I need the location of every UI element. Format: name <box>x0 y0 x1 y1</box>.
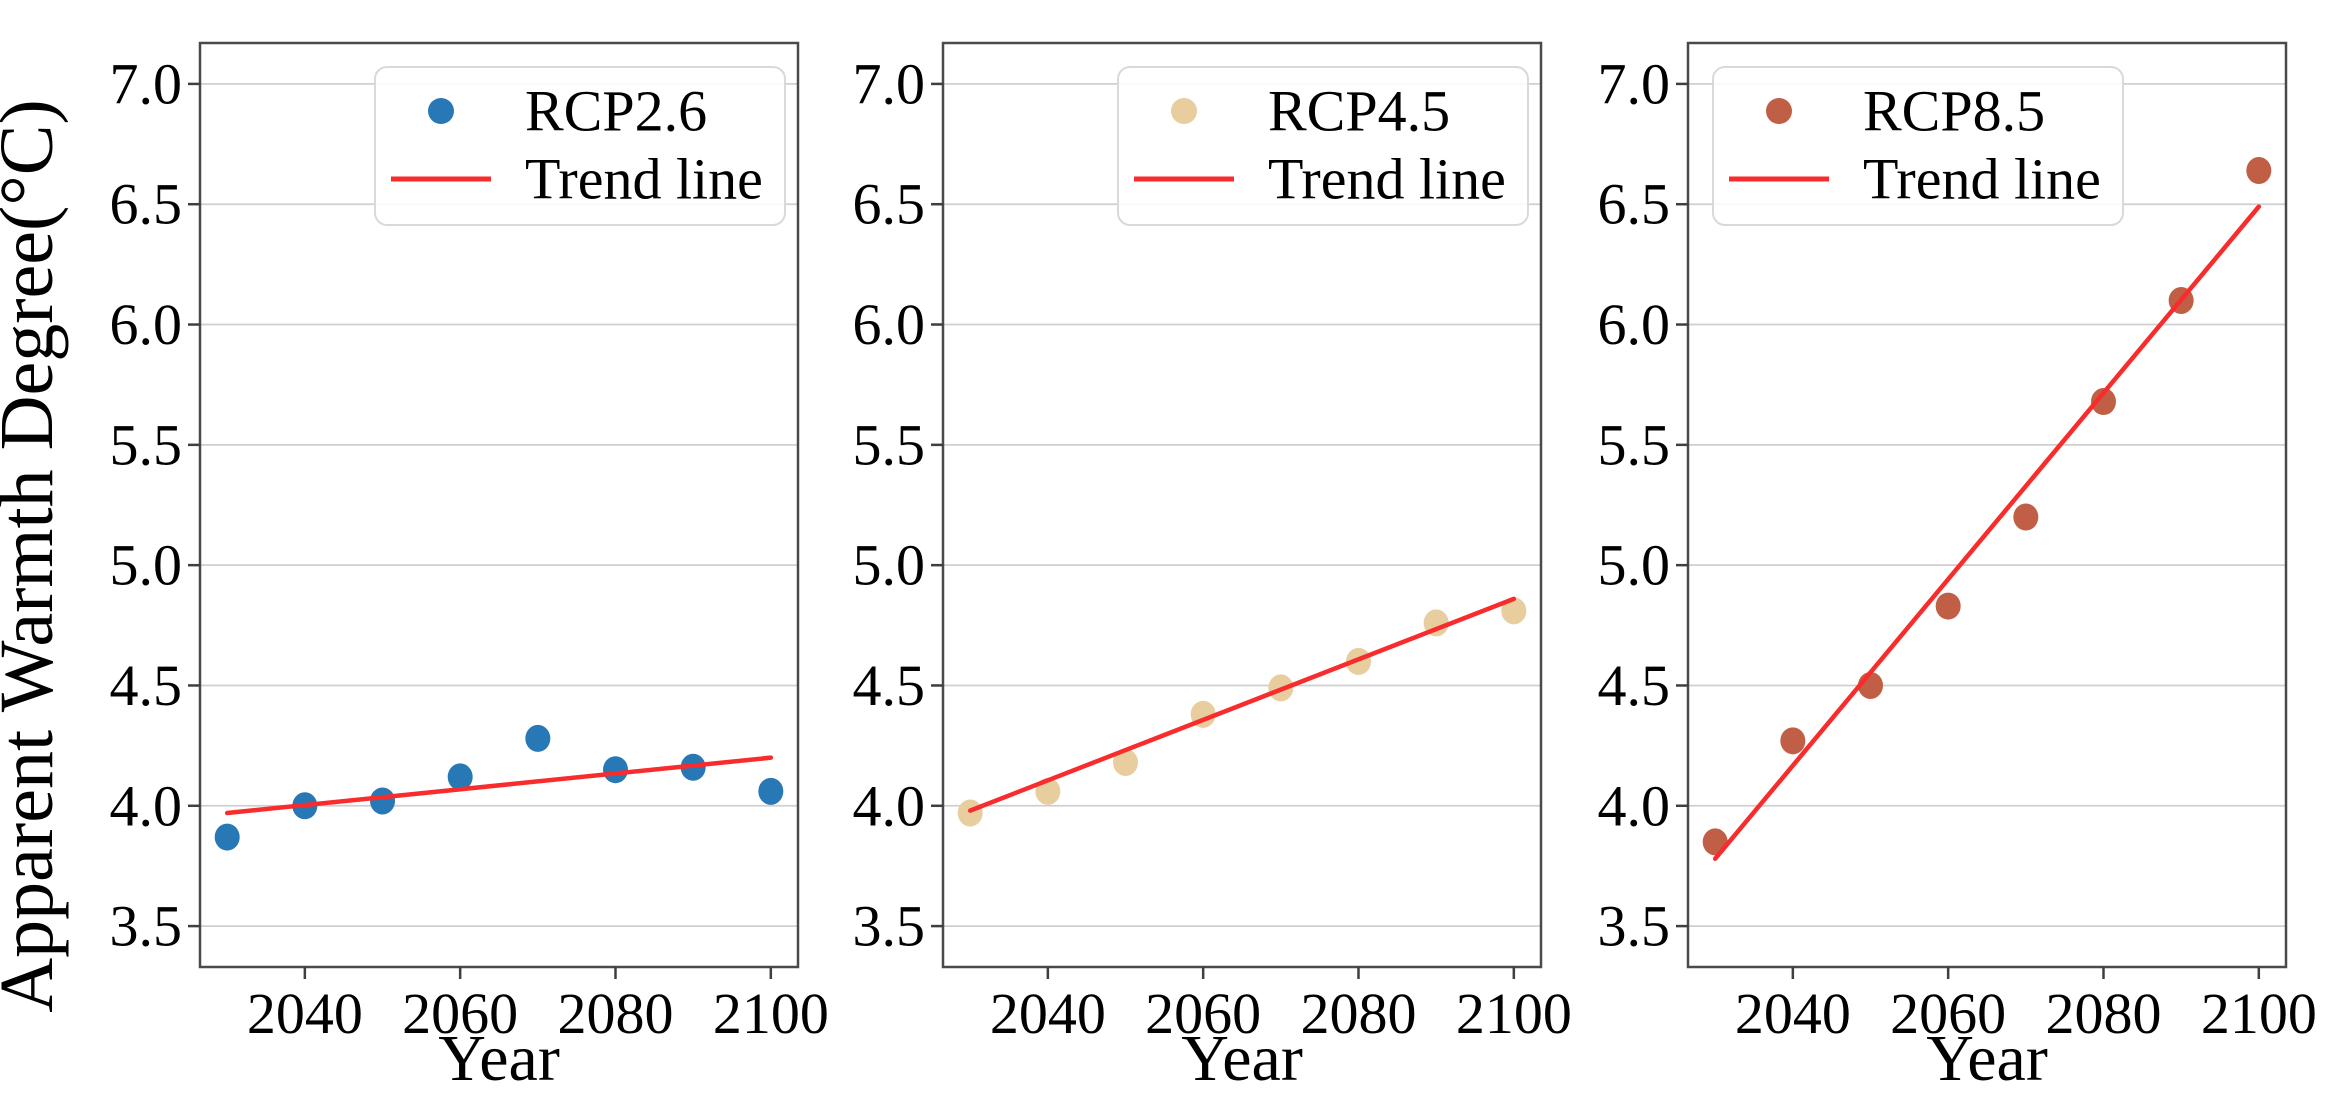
y-tick-label: 6.0 <box>1598 292 1671 357</box>
y-tick-label: 6.5 <box>1598 172 1671 237</box>
x-tick-label: 2080 <box>1300 981 1416 1046</box>
y-tick-label: 4.0 <box>853 773 926 838</box>
y-tick-label: 5.0 <box>1598 533 1671 598</box>
data-point-rcp2-6-2070 <box>525 724 551 752</box>
y-tick-label: 3.5 <box>1598 894 1671 959</box>
data-point-rcp8-5-2060 <box>1935 592 1961 620</box>
x-axis-label: Year <box>438 1022 560 1095</box>
legend-series-label: RCP4.5 <box>1268 79 1450 144</box>
data-point-rcp8-5-2100 <box>2246 157 2272 185</box>
y-tick-label: 4.5 <box>110 653 183 718</box>
legend-marker-dot <box>428 98 454 124</box>
y-tick-label: 5.0 <box>110 533 183 598</box>
data-point-rcp2-6-2100 <box>758 777 784 805</box>
subplot-rcp4-5: 3.5 4.0 4.5 5.0 5.5 6.0 6.5 7.0 2040 2060 2080 2100… <box>853 41 1572 1095</box>
y-tick-label: 4.0 <box>1598 773 1671 838</box>
data-point-rcp4-5-2050 <box>1113 748 1139 776</box>
data-point-rcp8-5-2040 <box>1780 727 1806 755</box>
trend-line-rcp4-5 <box>967 596 1517 813</box>
plot-border <box>198 41 800 969</box>
data-point-rcp2-6-2060 <box>447 763 473 791</box>
data-point-rcp8-5-2080 <box>2090 388 2116 416</box>
y-tick-label: 5.5 <box>110 412 183 477</box>
x-tick-label: 2100 <box>2201 981 2317 1046</box>
y-tick-label: 3.5 <box>110 894 183 959</box>
legend-trend-label: Trend line <box>1863 147 2101 212</box>
x-tick-label: 2060 <box>1890 981 2006 1046</box>
legend-box <box>374 66 786 226</box>
y-tick-label: 4.0 <box>110 773 183 838</box>
y-tick-label: 6.0 <box>110 292 183 357</box>
data-point-rcp4-5-2030 <box>957 799 983 827</box>
y-axis-label: Apparent Warmth Degree(°C) <box>0 99 69 1012</box>
legend-series-label: RCP8.5 <box>1863 79 2045 144</box>
x-axis-label: Year <box>1926 1022 2048 1095</box>
y-tick-label: 7.0 <box>1598 51 1671 116</box>
legend-trend-label: Trend line <box>1268 147 1506 212</box>
plot-border <box>941 41 1543 969</box>
x-axis-label: Year <box>1181 1022 1303 1095</box>
x-tick-label: 2060 <box>1145 981 1261 1046</box>
x-tick-label: 2080 <box>2045 981 2161 1046</box>
y-tick-label: 6.5 <box>853 172 926 237</box>
y-tick-label: 7.0 <box>853 51 926 116</box>
x-tick-label: 2080 <box>557 981 673 1046</box>
x-tick-label: 2100 <box>713 981 829 1046</box>
data-point-rcp4-5-2100 <box>1501 597 1527 625</box>
y-tick-label: 6.0 <box>853 292 926 357</box>
trend-line-rcp8-5 <box>1712 204 2262 861</box>
subplot-rcp2-6: 3.5 4.0 4.5 5.0 5.5 6.0 6.5 7.0 2040 2060 2080 2100… <box>110 41 829 1095</box>
x-tick-label: 2040 <box>247 981 363 1046</box>
y-tick-label: 7.0 <box>110 51 183 116</box>
y-tick-label: 4.5 <box>853 653 926 718</box>
data-point-rcp2-6-2080 <box>602 756 628 784</box>
y-tick-label: 5.0 <box>853 533 926 598</box>
legend-marker-dot <box>1766 98 1792 124</box>
legend-box <box>1712 66 2124 226</box>
data-point-rcp8-5-2070 <box>2013 503 2039 531</box>
y-tick-label: 6.5 <box>110 172 183 237</box>
legend-trend-label: Trend line <box>525 147 763 212</box>
y-tick-label: 5.5 <box>853 412 926 477</box>
x-tick-label: 2060 <box>402 981 518 1046</box>
y-tick-label: 4.5 <box>1598 653 1671 718</box>
x-tick-label: 2040 <box>1735 981 1851 1046</box>
y-tick-label: 3.5 <box>853 894 926 959</box>
y-tick-label: 5.5 <box>1598 412 1671 477</box>
data-point-rcp2-6-2050 <box>370 787 396 815</box>
x-tick-label: 2040 <box>990 981 1106 1046</box>
plot-border <box>1686 41 2288 969</box>
legend-marker-dot <box>1171 98 1197 124</box>
data-point-rcp2-6-2030 <box>214 823 240 851</box>
x-tick-label: 2100 <box>1456 981 1572 1046</box>
legend-series-label: RCP2.6 <box>525 79 707 144</box>
trend-line-rcp2-6 <box>224 755 774 816</box>
subplot-rcp8-5: 3.5 4.0 4.5 5.0 5.5 6.0 6.5 7.0 2040 2060 2080 2100… <box>1598 41 2317 1095</box>
legend-box <box>1117 66 1529 226</box>
